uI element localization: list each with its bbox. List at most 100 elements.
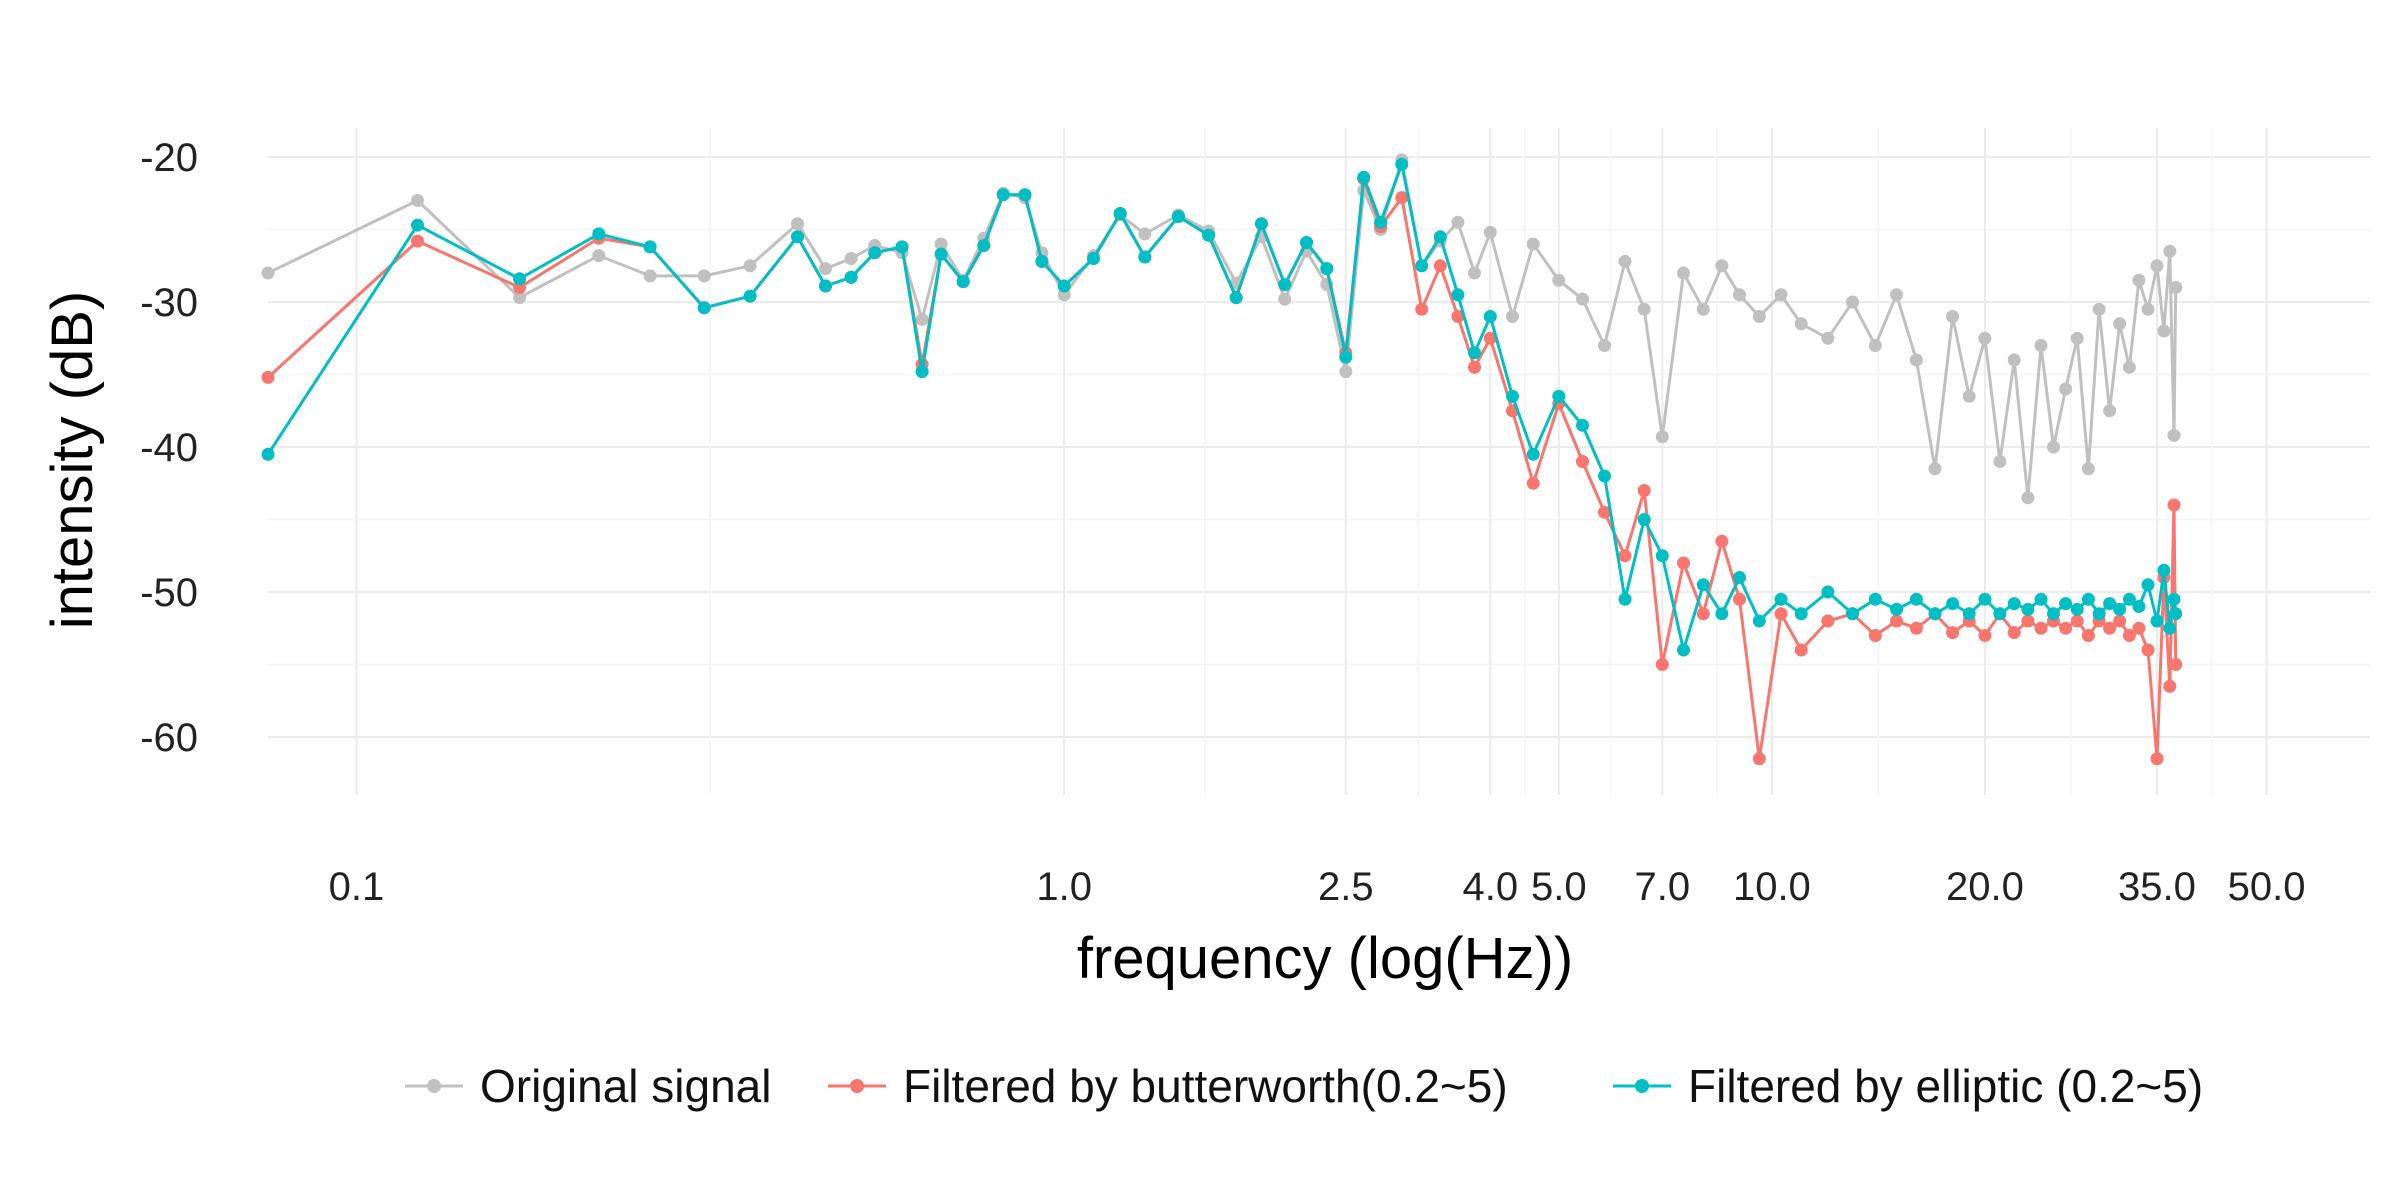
- data-point: [1483, 225, 1497, 239]
- data-point: [2021, 614, 2035, 628]
- data-point: [1868, 629, 1882, 642]
- data-point: [1752, 614, 1766, 628]
- data-point: [592, 227, 606, 241]
- data-point: [977, 239, 991, 252]
- data-point: [2163, 621, 2177, 635]
- data-point: [1962, 607, 1976, 621]
- data-point: [2132, 621, 2146, 635]
- data-point: [2122, 629, 2136, 642]
- data-point: [1928, 462, 1942, 476]
- data-point: [1468, 346, 1481, 360]
- data-point: [791, 230, 804, 244]
- data-point: [411, 234, 424, 248]
- data-point: [2034, 621, 2048, 635]
- data-point: [2047, 440, 2060, 454]
- x-tick-label: 20.0: [1946, 865, 2024, 909]
- data-point: [411, 194, 424, 207]
- data-point: [934, 237, 948, 251]
- series-1: [261, 153, 2183, 505]
- data-point: [2103, 621, 2117, 635]
- data-point: [1677, 643, 1690, 657]
- data-point: [2132, 273, 2146, 287]
- data-point: [2141, 643, 2155, 657]
- data-point: [2113, 614, 2127, 628]
- legend-key: [405, 1079, 463, 1093]
- data-point: [1890, 602, 1903, 616]
- data-point: [1868, 339, 1882, 352]
- data-point: [1821, 585, 1835, 599]
- legend-label: Filtered by butterworth(0.2~5): [903, 1060, 1508, 1112]
- data-point: [1677, 266, 1690, 280]
- data-point: [1395, 191, 1409, 205]
- data-point: [1451, 288, 1465, 302]
- x-tick-label: 10.0: [1733, 865, 1811, 909]
- data-point: [2169, 658, 2183, 671]
- data-point: [1993, 455, 2007, 468]
- legend-key-dot: [1635, 1079, 1649, 1093]
- data-point: [2092, 302, 2106, 316]
- data-point: [819, 279, 832, 293]
- data-point: [1433, 230, 1447, 244]
- data-point: [1057, 279, 1071, 293]
- data-point: [1320, 262, 1334, 276]
- data-point: [1451, 215, 1465, 229]
- data-point: [1928, 607, 1942, 621]
- data-point: [1618, 592, 1632, 606]
- data-point: [2169, 607, 2183, 621]
- x-tick-label: 1.0: [1036, 865, 1092, 909]
- data-point: [1794, 607, 1808, 621]
- data-point: [513, 272, 526, 286]
- data-point: [2157, 324, 2171, 338]
- data-point: [2081, 629, 2095, 642]
- data-point: [2167, 498, 2181, 512]
- data-point: [1655, 549, 1669, 563]
- data-point: [895, 240, 909, 254]
- data-point: [934, 247, 948, 261]
- data-point: [1618, 254, 1632, 268]
- data-point: [996, 188, 1010, 202]
- data-point: [791, 217, 804, 231]
- data-point: [592, 249, 606, 263]
- data-point: [1978, 592, 1992, 606]
- data-point: [2113, 317, 2127, 331]
- data-point: [2150, 259, 2164, 273]
- series-line: [267, 158, 2178, 500]
- data-point: [1909, 592, 1923, 606]
- data-point: [1637, 484, 1651, 497]
- series-line: [266, 162, 2178, 652]
- data-point: [2122, 360, 2136, 374]
- data-point: [2007, 597, 2021, 611]
- x-tick-label: 0.1: [329, 865, 385, 909]
- data-point: [915, 312, 929, 326]
- data-point: [1300, 236, 1313, 249]
- data-point: [643, 269, 657, 283]
- x-axis-ticks: 0.1 1.0 2.5 4.0 5.0 7.0 10.0 20.0 35.0 50.0: [329, 865, 2306, 909]
- x-tick-label: 7.0: [1634, 865, 1690, 909]
- data-point: [2070, 614, 2084, 628]
- data-point: [1696, 578, 1710, 592]
- data-point: [1576, 455, 1589, 468]
- data-point: [1715, 607, 1729, 621]
- data-point: [2132, 600, 2146, 613]
- data-point: [1655, 430, 1669, 444]
- legend: Original signal Filtered by butterworth(0…: [405, 1060, 2203, 1112]
- data-point: [1846, 607, 1859, 621]
- data-point: [1357, 170, 1371, 184]
- data-point: [261, 447, 275, 461]
- data-point: [1229, 291, 1243, 305]
- data-point: [2047, 607, 2060, 621]
- data-point: [1677, 556, 1690, 570]
- data-point: [2122, 592, 2136, 606]
- data-point: [697, 269, 711, 283]
- data-point: [1576, 418, 1589, 432]
- y-tick-label: -40: [140, 426, 198, 470]
- data-point: [1637, 302, 1651, 316]
- data-point: [2167, 428, 2181, 442]
- data-point: [1598, 469, 1611, 483]
- data-point: [1715, 259, 1729, 273]
- data-point: [1339, 350, 1353, 364]
- data-point: [2059, 621, 2073, 635]
- data-point: [1946, 597, 1960, 611]
